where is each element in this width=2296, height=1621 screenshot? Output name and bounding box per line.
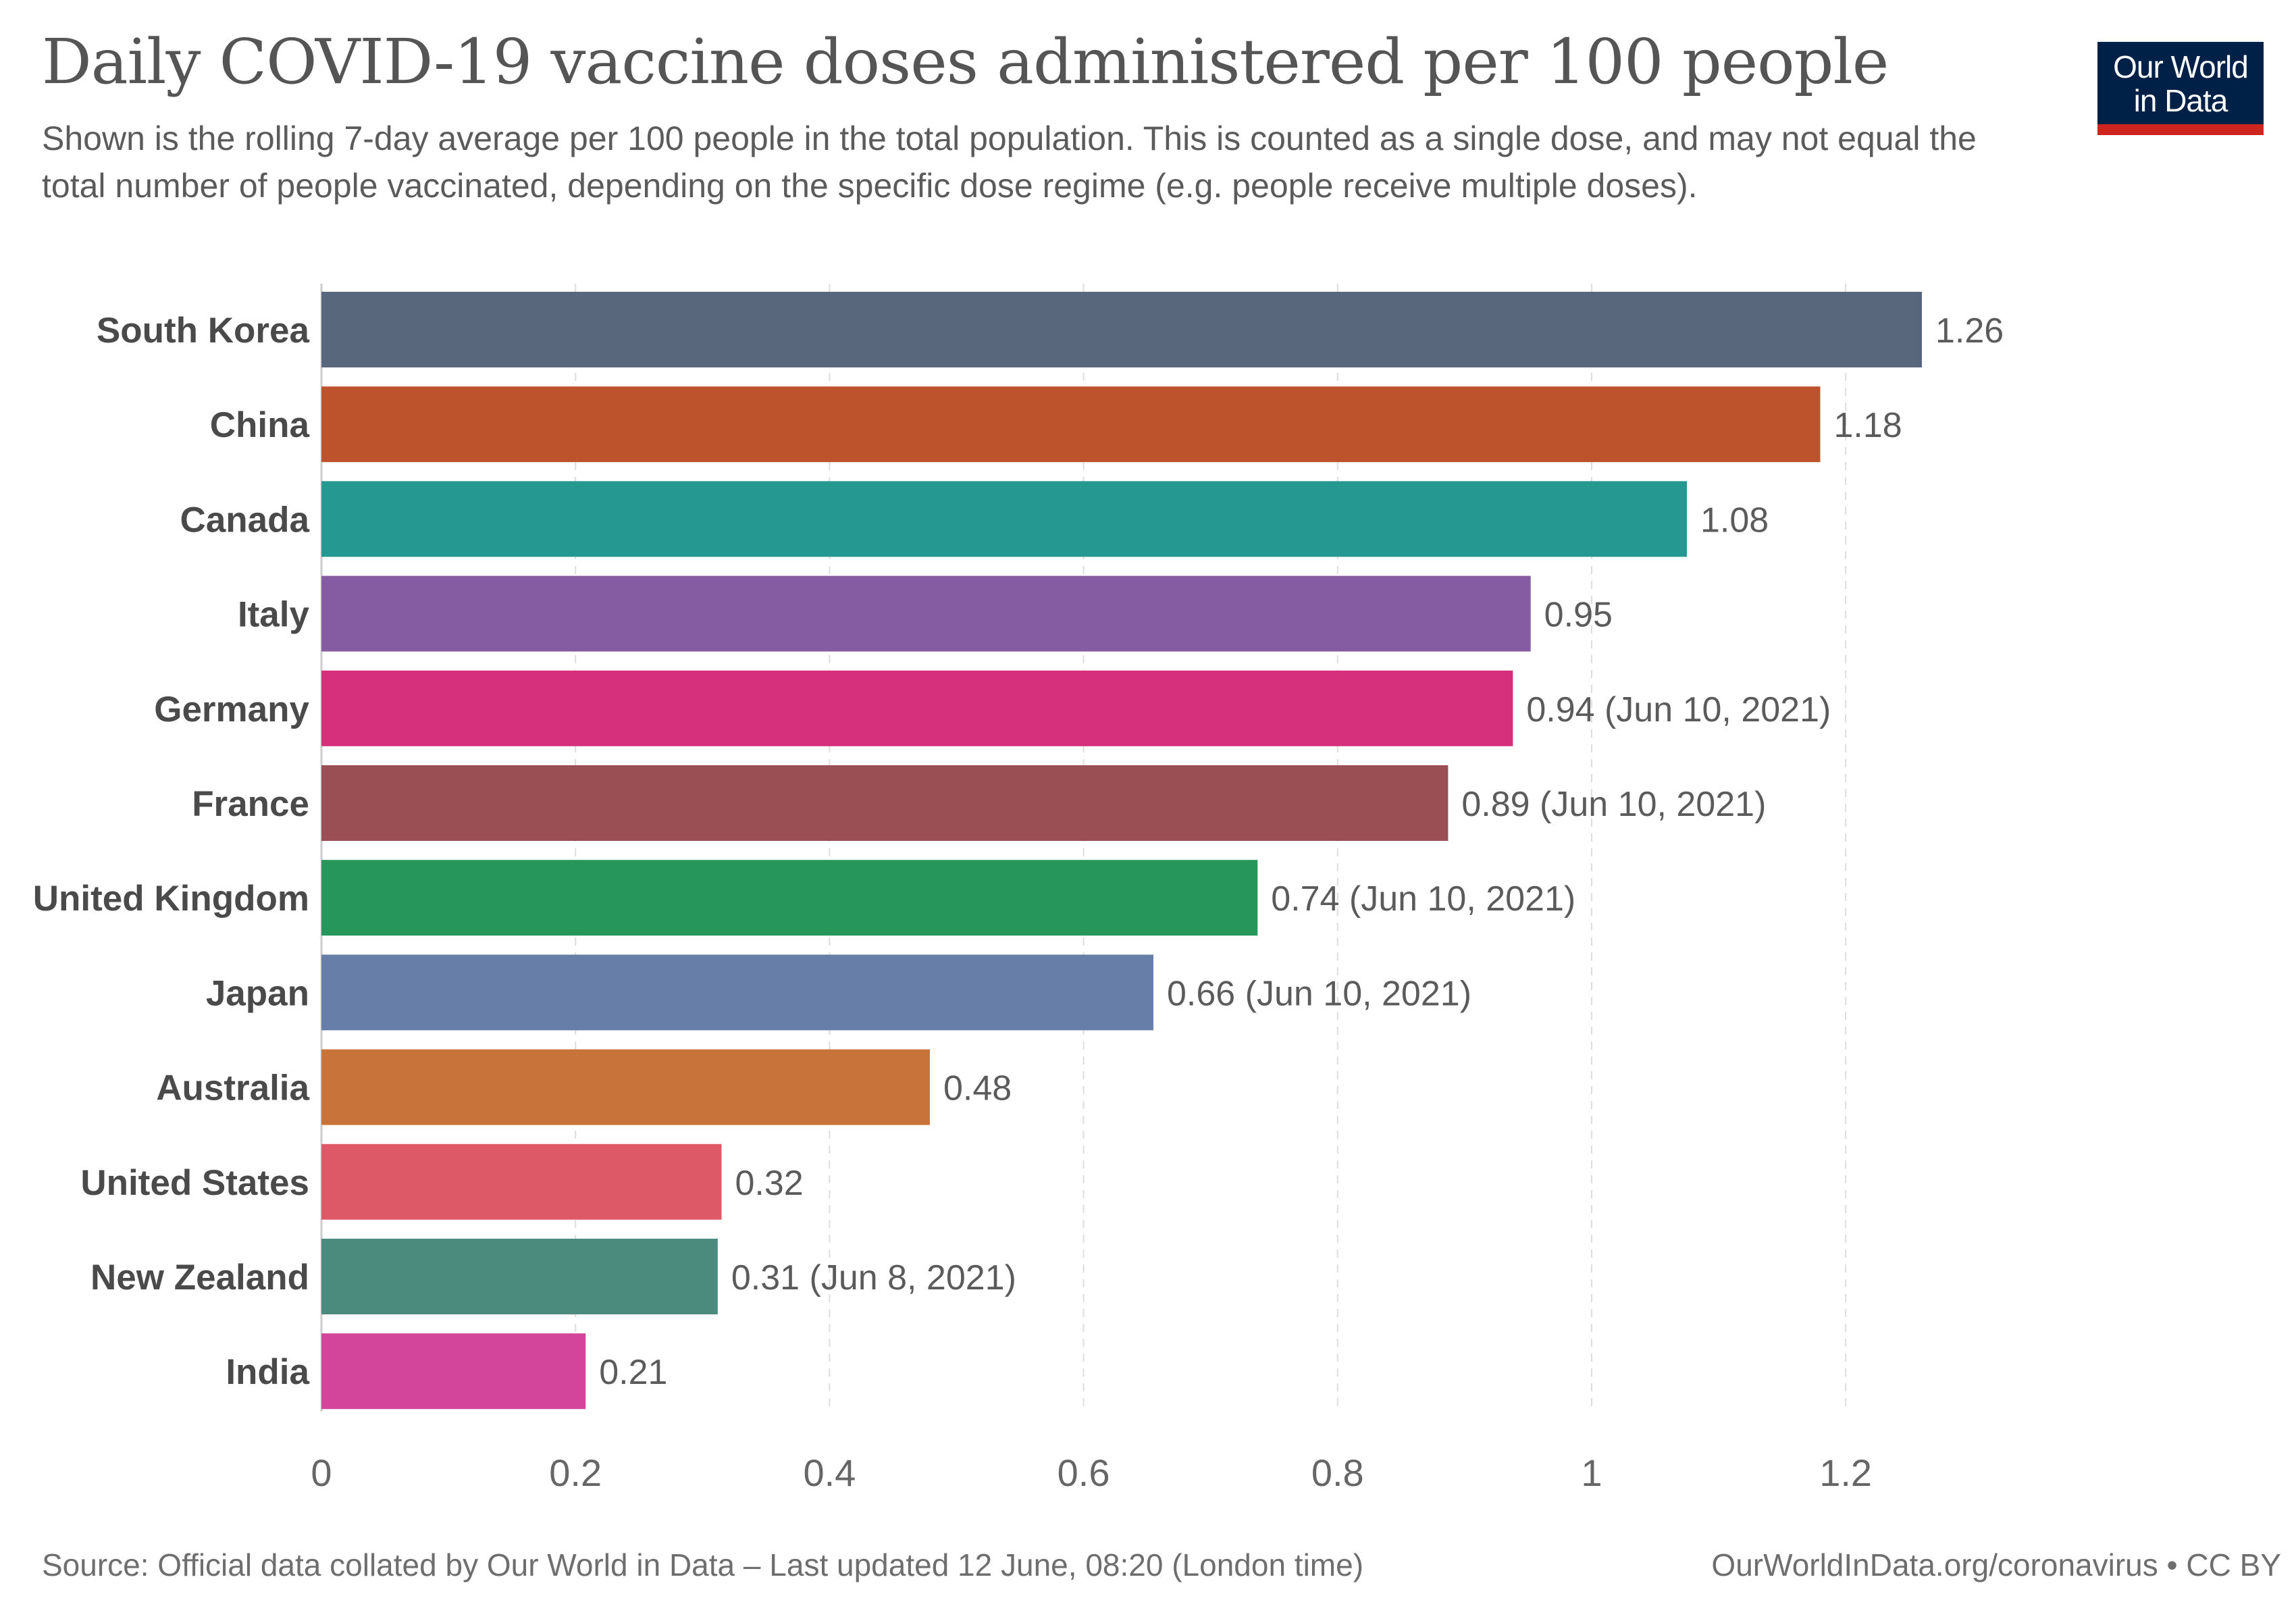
category-label: Germany xyxy=(154,690,309,729)
bar[interactable] xyxy=(321,1049,930,1125)
value-label: 0.94 (Jun 10, 2021) xyxy=(1526,690,1831,729)
bar[interactable] xyxy=(321,481,1688,557)
x-tick-label: 0.4 xyxy=(803,1451,856,1494)
value-label: 0.32 xyxy=(735,1164,804,1203)
bar[interactable] xyxy=(321,386,1821,463)
bar[interactable] xyxy=(321,1333,586,1410)
bar[interactable] xyxy=(321,1239,718,1314)
bar[interactable] xyxy=(321,292,1922,367)
category-label: Australia xyxy=(156,1069,309,1108)
x-axis: 0 0.2 0.4 0.6 0.8 1 1.2 xyxy=(311,1451,1872,1494)
x-tick-label: 0.6 xyxy=(1058,1451,1110,1494)
category-label: France xyxy=(192,784,309,824)
category-label: United States xyxy=(80,1163,309,1203)
x-tick-label: 0.2 xyxy=(549,1451,602,1494)
license-link[interactable]: OurWorldInData.org/coronavirus • CC BY xyxy=(1711,1547,2281,1583)
x-tick-label: 0 xyxy=(311,1451,332,1494)
logo-line-2: in Data xyxy=(2133,83,2228,118)
bar-row[interactable]: Italy 0.95 xyxy=(238,575,1613,652)
grid-layer xyxy=(320,284,1847,1412)
bar[interactable] xyxy=(321,670,1513,746)
bar-row[interactable]: Japan 0.66 (Jun 10, 2021) xyxy=(206,954,1471,1031)
category-label: South Korea xyxy=(97,311,310,351)
bar[interactable] xyxy=(321,860,1258,936)
bar[interactable] xyxy=(321,575,1531,652)
x-tick-label: 1.2 xyxy=(1819,1451,1872,1494)
bar-row[interactable]: New Zealand 0.31 (Jun 8, 2021) xyxy=(90,1239,1016,1314)
value-label: 0.74 (Jun 10, 2021) xyxy=(1271,879,1575,919)
bar-row[interactable]: Germany 0.94 (Jun 10, 2021) xyxy=(154,670,1831,746)
bar[interactable] xyxy=(321,765,1449,841)
category-label: Japan xyxy=(206,973,309,1013)
x-tick-label: 0.8 xyxy=(1311,1451,1364,1494)
logo-line-1: Our World xyxy=(2113,49,2249,84)
chart-subtitle: Shown is the rolling 7-day average per 1… xyxy=(42,120,1977,205)
owid-logo[interactable]: Our World in Data xyxy=(2097,42,2264,135)
bar-chart: South Korea 1.26 China 1.18 Canada 1.08 Italy 0… xyxy=(33,284,2004,1494)
bar-row[interactable]: South Korea 1.26 xyxy=(97,292,2004,367)
category-label: China xyxy=(210,405,310,445)
bar-row[interactable]: Canada 1.08 xyxy=(180,481,1769,557)
value-label: 0.95 xyxy=(1544,596,1613,635)
value-label: 1.18 xyxy=(1834,406,1902,445)
value-label: 1.26 xyxy=(1935,311,2004,351)
value-label: 0.21 xyxy=(599,1353,667,1392)
bars-layer: South Korea 1.26 China 1.18 Canada 1.08 Italy 0… xyxy=(33,292,2004,1410)
source-note: Source: Official data collated by Our Wo… xyxy=(42,1547,1364,1583)
bar-row[interactable]: China 1.18 xyxy=(210,386,1902,463)
value-label: 0.89 (Jun 10, 2021) xyxy=(1461,785,1766,824)
bar-row[interactable]: India 0.21 xyxy=(226,1333,667,1410)
bar-row[interactable]: United States 0.32 xyxy=(80,1143,804,1220)
bar[interactable] xyxy=(321,954,1154,1031)
value-label: 0.66 (Jun 10, 2021) xyxy=(1167,974,1471,1013)
value-label: 0.31 (Jun 8, 2021) xyxy=(731,1258,1016,1297)
value-label: 1.08 xyxy=(1700,500,1769,540)
category-label: New Zealand xyxy=(90,1258,309,1297)
category-label: Canada xyxy=(180,500,310,540)
bar[interactable] xyxy=(321,1143,722,1220)
category-label: Italy xyxy=(238,595,310,635)
bar-row[interactable]: France 0.89 (Jun 10, 2021) xyxy=(192,765,1766,841)
value-label: 0.48 xyxy=(943,1069,1012,1108)
bar-row[interactable]: Australia 0.48 xyxy=(156,1049,1012,1125)
bar-row[interactable]: United Kingdom 0.74 (Jun 10, 2021) xyxy=(33,860,1575,936)
category-label: United Kingdom xyxy=(33,879,309,919)
chart-title: Daily COVID-19 vaccine doses administere… xyxy=(42,26,1889,98)
category-label: India xyxy=(226,1352,309,1392)
x-tick-label: 1 xyxy=(1581,1451,1602,1494)
